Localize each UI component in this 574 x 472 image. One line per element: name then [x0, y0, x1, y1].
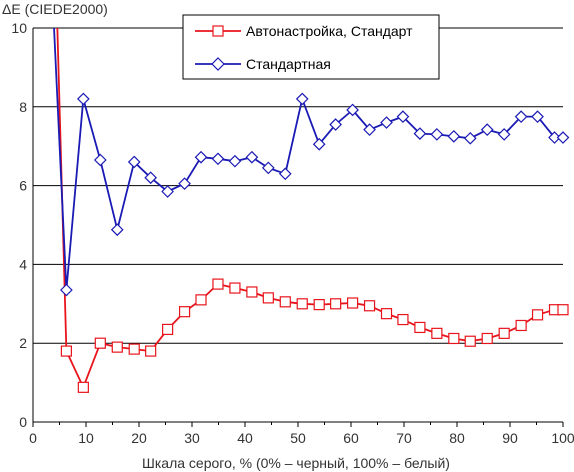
series-2-point	[60, 283, 73, 297]
series-1-point	[431, 327, 443, 339]
series-1-point	[246, 286, 258, 298]
series-1-point	[178, 306, 191, 318]
x-tick-label: 60	[343, 430, 359, 446]
series-1-point	[481, 332, 493, 345]
series-2-point	[329, 118, 342, 131]
series-1-point	[195, 294, 207, 306]
x-tick-label: 40	[237, 430, 253, 446]
series-2-point	[430, 128, 444, 141]
series-2-point	[295, 92, 309, 106]
series-2-point	[278, 167, 292, 181]
series-2-point	[413, 127, 427, 140]
series-1-point	[313, 298, 325, 311]
series-1-point	[296, 298, 308, 310]
x-tick-label: 90	[502, 430, 518, 446]
series-2-point	[161, 185, 174, 198]
series-1-point	[262, 292, 274, 304]
series-1-point	[363, 300, 376, 312]
legend-label-series-1: Автонастройка, Стандарт	[246, 23, 413, 39]
series-1-point	[346, 297, 359, 309]
series-2-point	[178, 177, 191, 190]
y-tick-label: 4	[19, 256, 27, 272]
series-1-point	[531, 309, 544, 321]
y-tick-label: 10	[11, 20, 27, 36]
markers	[60, 92, 570, 393]
x-tick-label: 70	[396, 430, 412, 446]
y-tick-label: 6	[19, 178, 27, 194]
x-tick-label: 30	[184, 430, 200, 446]
series-2-point	[346, 103, 359, 117]
series-1-point	[212, 278, 224, 290]
series-2-point	[245, 150, 259, 164]
x-tick-label: 80	[449, 430, 465, 446]
series-1-point	[77, 381, 89, 393]
series-2-point	[228, 154, 242, 168]
series-1-point	[145, 345, 157, 357]
series-1-point	[60, 345, 72, 357]
series-1-point	[515, 319, 527, 332]
series-2-point	[531, 110, 544, 123]
legend: Автонастройка, Стандарт Стандартная	[182, 14, 440, 80]
y-axis-title: ΔE (CIEDE2000)	[2, 1, 108, 17]
series-2-point	[497, 128, 511, 141]
x-tick-label: 0	[29, 430, 37, 446]
series-1-point	[380, 308, 393, 320]
x-tick-label: 100	[551, 430, 574, 446]
series-2-point	[194, 150, 208, 164]
series-2-point	[261, 161, 275, 175]
series-1-point	[128, 343, 140, 355]
series-2-point	[144, 171, 158, 185]
series-2-point	[480, 123, 494, 137]
series-1-point	[330, 298, 342, 310]
legend-entry-series-1: Автонастройка, Стандарт	[195, 23, 413, 39]
series-1-point	[498, 327, 510, 339]
x-axis-title: Шкала серого, % (0% – черный, 100% – бел…	[142, 455, 450, 471]
legend-entry-series-2: Стандартная	[195, 56, 331, 72]
y-tick-label: 0	[19, 414, 27, 430]
series-1-point	[557, 304, 569, 316]
series-2-point	[77, 92, 90, 106]
legend-label-series-2: Стандартная	[246, 56, 331, 72]
series-1-point	[229, 282, 241, 294]
series-2-point	[463, 131, 477, 145]
series-1-point	[397, 313, 409, 326]
series-2-point	[380, 116, 393, 129]
series-1-point	[279, 296, 291, 308]
series-2-point	[312, 137, 326, 151]
series-1-point	[94, 337, 106, 349]
y-tick-label: 2	[19, 335, 27, 351]
x-tick-label: 20	[131, 430, 147, 446]
y-tick-label: 8	[19, 99, 27, 115]
series-1-point	[448, 332, 460, 345]
series-2-point	[127, 155, 141, 169]
series-2-point	[93, 153, 107, 167]
legend-marker-series-1	[212, 25, 224, 37]
series-2-point	[110, 223, 124, 237]
series-2-point	[514, 110, 528, 123]
x-tick-label: 10	[78, 430, 94, 446]
series-2-point	[556, 131, 570, 144]
series-1-point	[162, 323, 174, 336]
legend-box	[182, 14, 440, 80]
series-2-point	[211, 152, 225, 166]
series-2-point	[447, 130, 461, 143]
legend-marker-series-2	[211, 57, 225, 71]
x-tick-label: 50	[290, 430, 306, 446]
series-1-point	[414, 321, 426, 334]
series-2-point	[363, 123, 376, 137]
series-2-point	[548, 131, 561, 144]
series-1-point	[111, 341, 123, 353]
series-2-point	[396, 110, 410, 123]
series-1-point	[464, 335, 476, 347]
